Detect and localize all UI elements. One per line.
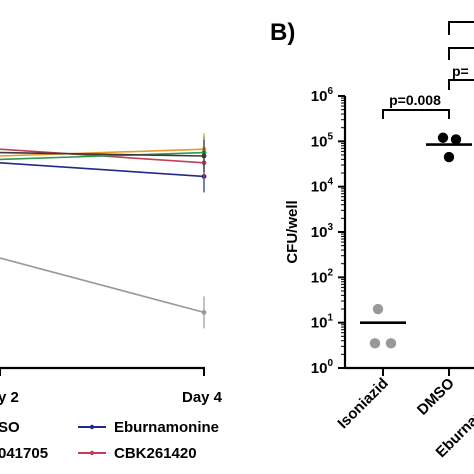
bracket-line-top-outer: [448, 21, 474, 35]
series-line-series-2: [0, 148, 205, 157]
legend-label-dmso-partial: SO: [0, 419, 20, 436]
panel-a-line-chart: y 2 Day 4 SO 041705 Eburnamonine CBK2614…: [0, 133, 223, 462]
y-tick-label-1e4: 104: [311, 177, 334, 196]
series-line-eburnamonine: [0, 162, 205, 178]
panel-a-x-tick-label-day4: Day 4: [182, 389, 223, 406]
panel-a-x-tick-label-day2: y 2: [0, 389, 19, 406]
significance-bracket-upper: p=: [448, 21, 474, 90]
y-tick-label-1e2: 102: [311, 267, 334, 286]
x-tick-label-isoniazid: Isoniazid: [334, 375, 391, 432]
p-value-label-middle-partial: p=: [452, 63, 469, 79]
legend-label-eburnamonine: Eburnamonine: [114, 419, 219, 436]
panel-b-y-ticks: 100 101 102 103 104 105 106: [311, 86, 345, 377]
bracket-line-middle: [448, 79, 474, 90]
data-point-dmso: [437, 132, 449, 143]
panel-b-points: [360, 132, 472, 349]
data-point-isoniazid: [369, 338, 381, 349]
data-point-dmso: [443, 151, 455, 163]
panel-a-legend: SO 041705 Eburnamonine CBK261420: [0, 419, 219, 462]
legend-marker-cbk261420: [89, 450, 95, 456]
series-line-series-5: [0, 257, 205, 314]
series-line-series-3: [0, 151, 205, 161]
panel-b-y-axis-label: CFU/well: [284, 200, 301, 263]
data-point-dmso: [450, 134, 462, 145]
panel-a-series-group: [0, 133, 207, 329]
y-tick-label-1e6: 106: [311, 86, 334, 105]
panel-b-label: B): [270, 19, 295, 46]
p-value-label-isoniazid-dmso: p=0.008: [389, 92, 441, 108]
data-point-isoniazid: [372, 303, 384, 315]
bracket-line-isoniazid-dmso: [382, 109, 450, 119]
legend-label-partial-041705: 041705: [0, 445, 48, 462]
y-tick-label-1e3: 103: [311, 222, 334, 241]
x-tick-label-dmso: DMSO: [414, 375, 458, 419]
significance-bracket-isoniazid-dmso: p=0.008: [382, 92, 450, 119]
y-tick-label-1e1: 101: [311, 313, 334, 332]
panel-b-scatter-chart: B) CFU/well 100 101 102 103 104 105 106 Isonia…: [270, 19, 474, 461]
series-line-series-4: [0, 151, 205, 157]
y-tick-label-1e0: 100: [311, 358, 334, 377]
data-point-isoniazid: [385, 338, 397, 349]
point-marker-series-4: [201, 153, 207, 159]
legend-label-cbk261420: CBK261420: [114, 445, 197, 462]
legend-marker-eburnamonine: [89, 424, 95, 430]
bracket-line-top: [448, 47, 474, 60]
point-marker-series-5: [201, 310, 207, 315]
y-tick-label-1e5: 105: [311, 131, 334, 150]
